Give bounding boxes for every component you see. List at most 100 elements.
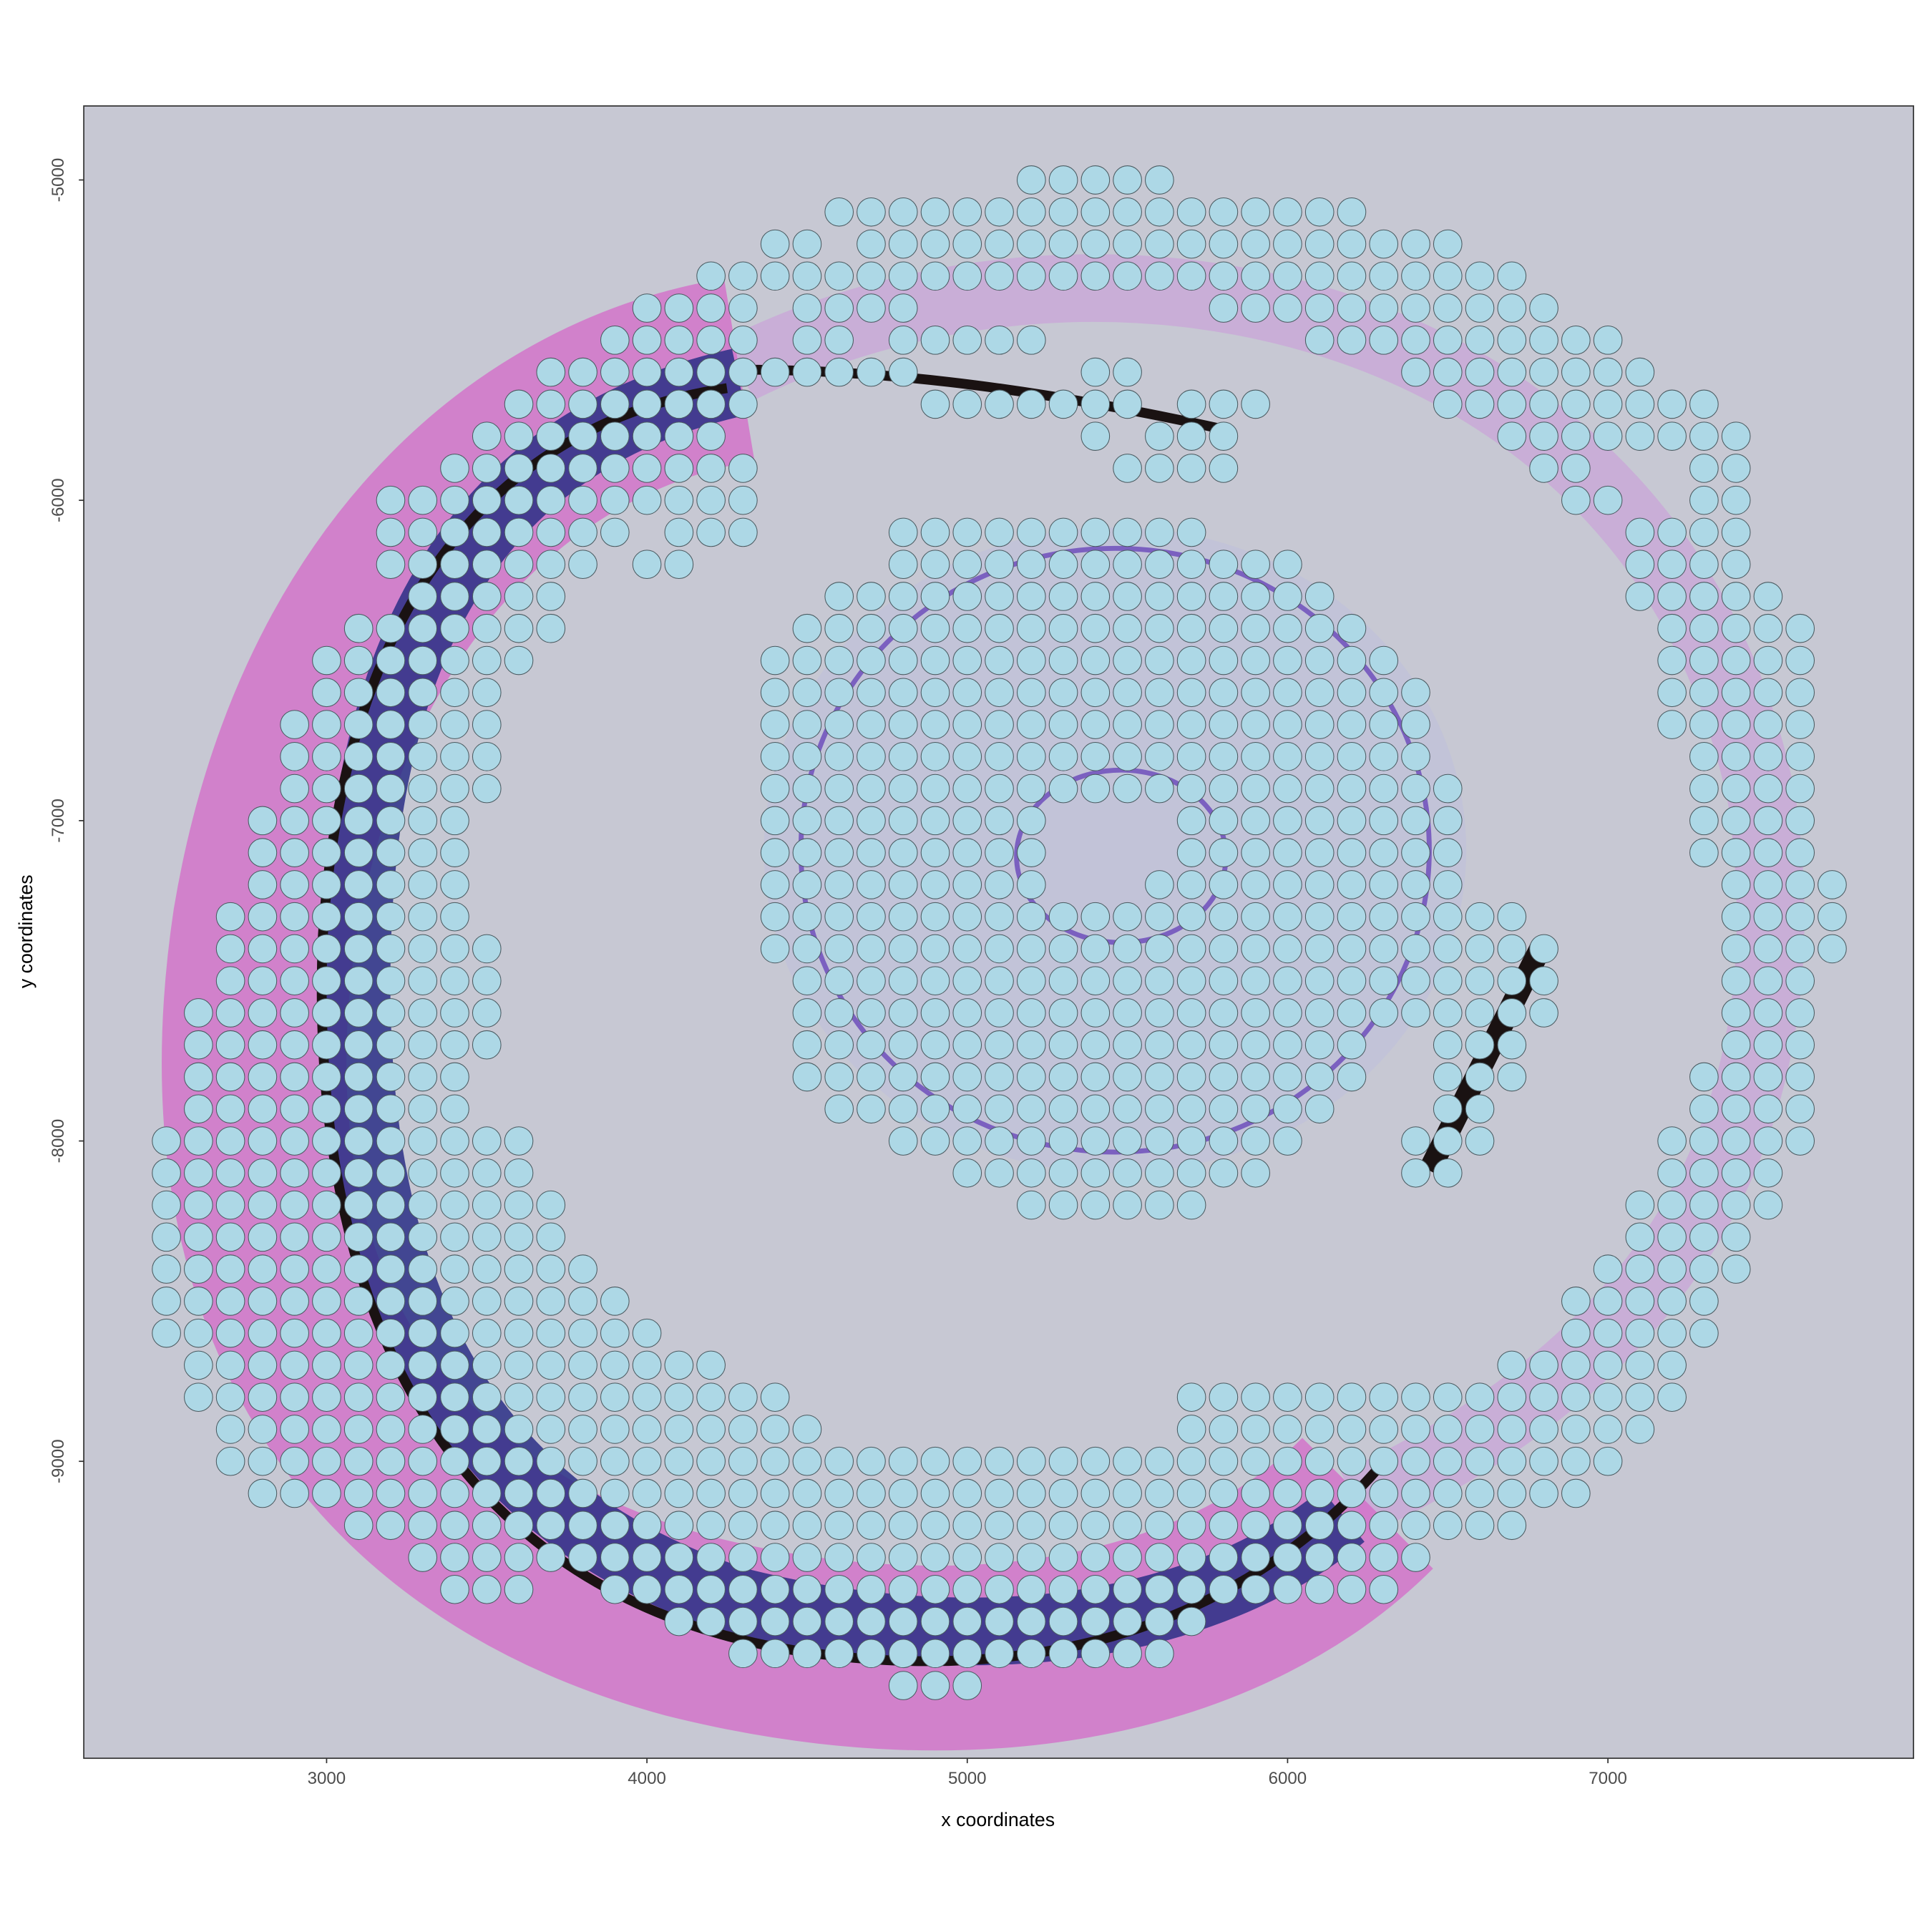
spot [568, 550, 597, 580]
spot [1080, 357, 1111, 387]
spot [1145, 165, 1174, 195]
spot [1113, 582, 1142, 611]
spot [1721, 934, 1751, 964]
spot [985, 1543, 1014, 1572]
spot [504, 421, 534, 451]
spot [857, 710, 886, 739]
spot [792, 742, 822, 771]
spot [1273, 613, 1302, 643]
spot [376, 613, 406, 643]
spot [1753, 645, 1783, 675]
spot [1209, 1415, 1239, 1444]
spot [536, 1543, 566, 1572]
spot [248, 902, 278, 932]
spot [215, 1446, 245, 1476]
spot [1433, 966, 1463, 996]
spot [696, 517, 726, 547]
spot [1016, 197, 1046, 227]
spot [824, 966, 854, 996]
spot [472, 710, 502, 739]
spot [1209, 1446, 1239, 1476]
spot [985, 1606, 1014, 1636]
spot [857, 678, 886, 708]
spot [1497, 1062, 1527, 1092]
spot [472, 1543, 502, 1572]
spot [215, 1318, 245, 1348]
spot [888, 1543, 918, 1572]
spot [280, 934, 309, 964]
spot [1304, 1030, 1335, 1060]
spot [1561, 1350, 1591, 1380]
spot [1209, 197, 1239, 227]
spot [1401, 1126, 1430, 1156]
spot [1048, 1574, 1078, 1604]
spot [184, 1318, 213, 1348]
spot [792, 1030, 822, 1060]
spot [920, 197, 950, 227]
spot [1176, 582, 1206, 611]
spot [952, 1511, 982, 1541]
spot [1209, 870, 1239, 899]
spot [1497, 421, 1527, 451]
spot [376, 1190, 406, 1220]
spot [1145, 774, 1174, 804]
spot [1176, 1446, 1206, 1476]
spot [472, 1254, 502, 1284]
spot [1721, 1158, 1751, 1188]
spot [1241, 998, 1270, 1028]
spot [1465, 1062, 1495, 1092]
spot [1113, 1574, 1142, 1604]
spot [1273, 742, 1302, 771]
spot [312, 1350, 341, 1380]
spot [248, 1254, 278, 1284]
spot [952, 1158, 982, 1188]
spot [824, 1094, 854, 1124]
spot [632, 1574, 662, 1604]
spot [985, 870, 1014, 899]
spot [760, 1511, 790, 1541]
spot [1080, 1639, 1111, 1669]
spot [1209, 710, 1239, 739]
spot [1433, 1062, 1463, 1092]
spot [1465, 934, 1495, 964]
spot [888, 1094, 918, 1124]
spot [632, 1382, 662, 1412]
spot [152, 1190, 181, 1220]
spot [985, 742, 1014, 771]
spot [312, 934, 341, 964]
spot [1561, 389, 1591, 419]
spot [1689, 1126, 1719, 1156]
spot [1113, 678, 1142, 708]
spot [857, 1574, 886, 1604]
spot [888, 806, 918, 836]
spot [343, 1030, 374, 1060]
spot [1209, 1543, 1239, 1572]
x-tick-label: 3000 [308, 1769, 346, 1788]
spot [792, 678, 822, 708]
spot [1561, 326, 1591, 355]
spot [1209, 645, 1239, 675]
spot [792, 934, 822, 964]
spot [1625, 1287, 1655, 1316]
spot [1080, 1511, 1111, 1541]
spot [1625, 1254, 1655, 1284]
spot [632, 389, 662, 419]
spot [888, 1062, 918, 1092]
spot [568, 1350, 597, 1380]
spot [632, 293, 662, 323]
spot [312, 998, 341, 1028]
x-axis-title: x coordinates [941, 1809, 1055, 1830]
spot [1689, 1318, 1719, 1348]
spot [472, 678, 502, 708]
spot [1273, 678, 1302, 708]
spot [1657, 421, 1687, 451]
spot [1785, 998, 1815, 1028]
spot [1401, 1478, 1430, 1508]
spot [1016, 806, 1046, 836]
spot [1689, 1158, 1719, 1188]
spot [1145, 421, 1174, 451]
spot [536, 517, 566, 547]
spot [600, 1350, 630, 1380]
spot [792, 1543, 822, 1572]
spot [664, 1478, 694, 1508]
